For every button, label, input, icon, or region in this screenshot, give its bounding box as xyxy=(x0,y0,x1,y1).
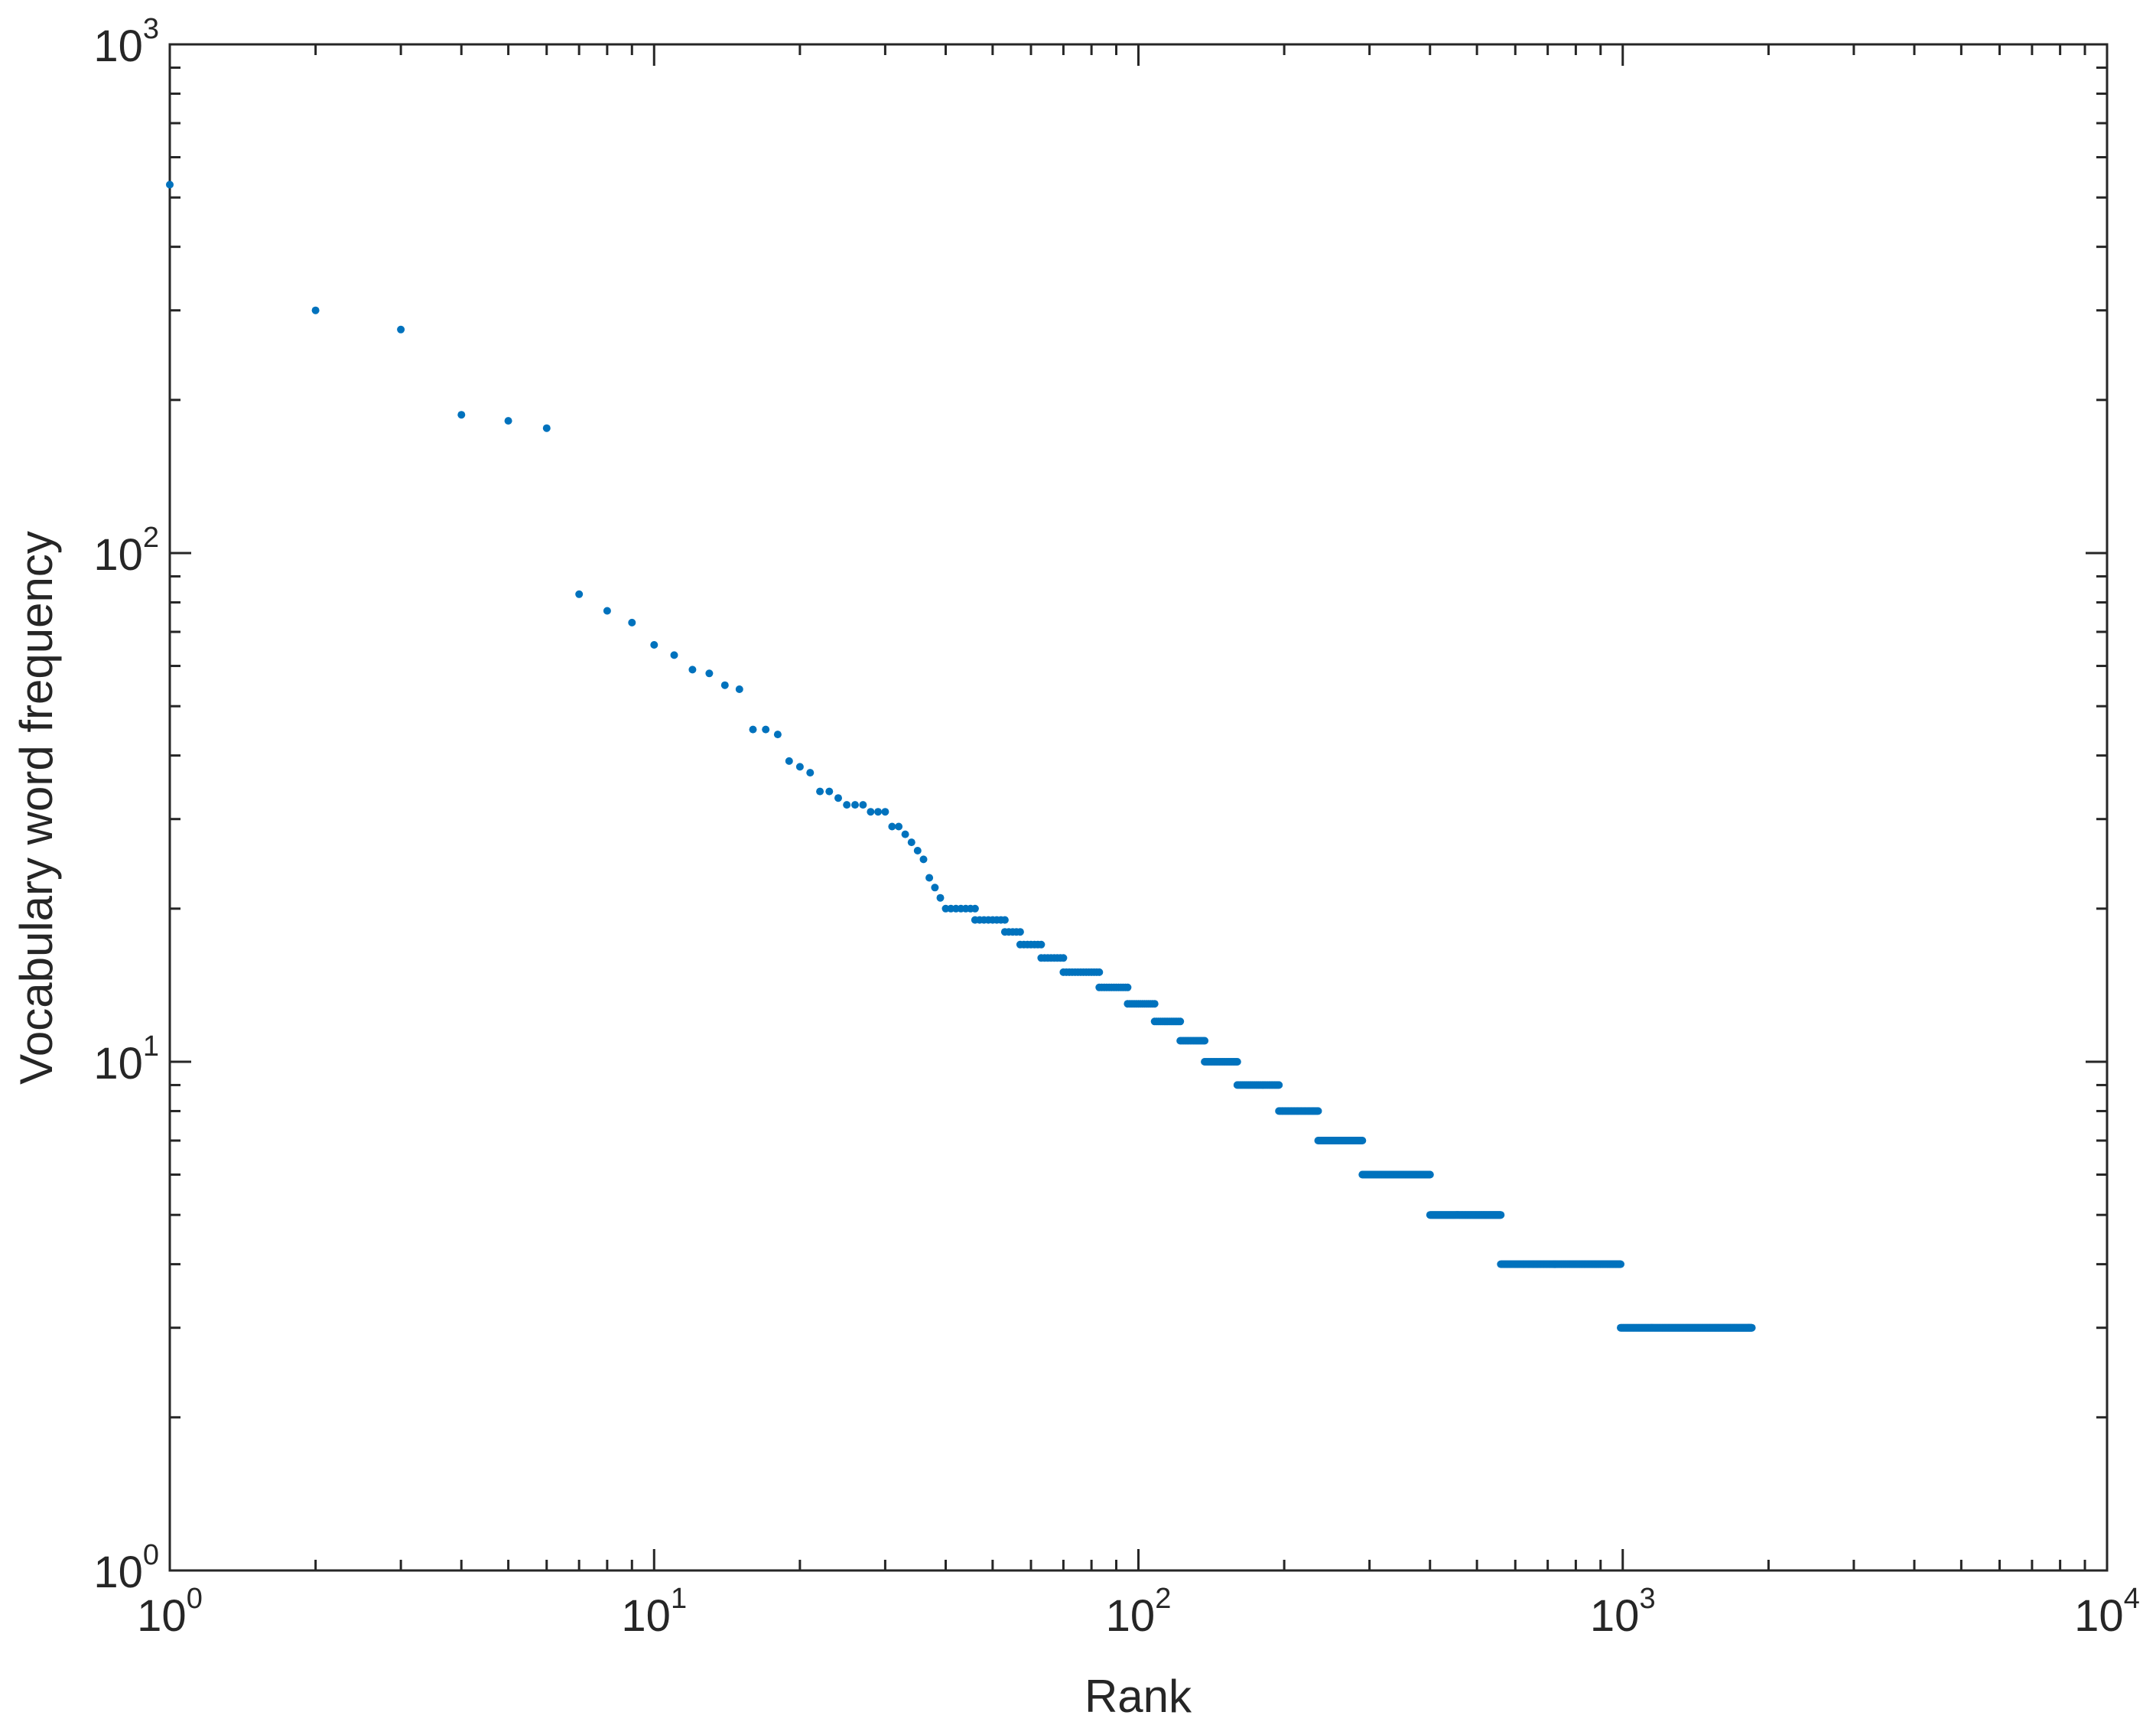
data-point xyxy=(901,830,909,838)
data-point xyxy=(1037,940,1045,949)
x-tick-label-exponent: 4 xyxy=(2124,1583,2140,1615)
data-point xyxy=(867,808,875,816)
x-tick-label-exponent: 2 xyxy=(1155,1583,1171,1615)
x-axis-label: Rank xyxy=(1085,1671,1192,1722)
data-point xyxy=(913,847,922,854)
data-point xyxy=(825,787,834,796)
data-point xyxy=(843,801,851,809)
y-tick-label-base: 10 xyxy=(93,530,143,580)
data-point xyxy=(1016,928,1024,936)
data-point xyxy=(895,822,903,831)
x-tick-label-exponent: 0 xyxy=(187,1583,203,1615)
data-point xyxy=(936,893,945,902)
x-tick-label-base: 10 xyxy=(621,1591,671,1641)
y-tick-label-exponent: 2 xyxy=(143,522,159,554)
y-tick-label: 102 xyxy=(93,522,159,580)
y-tick-label-base: 10 xyxy=(93,1039,143,1089)
data-point xyxy=(1095,968,1104,976)
data-point xyxy=(874,808,883,816)
x-tick-label-base: 10 xyxy=(137,1591,187,1641)
x-tick-label: 104 xyxy=(2074,1583,2140,1641)
data-point xyxy=(735,685,743,693)
data-point xyxy=(575,590,584,598)
x-tick-label-base: 10 xyxy=(2074,1591,2124,1641)
data-point xyxy=(795,763,804,771)
data-point xyxy=(834,794,842,802)
data-point xyxy=(1426,1170,1434,1179)
data-points xyxy=(166,181,1756,1332)
data-point xyxy=(1617,1260,1624,1268)
data-point xyxy=(1314,1107,1322,1115)
x-tick-label: 103 xyxy=(1590,1583,1656,1641)
data-point xyxy=(1358,1137,1367,1144)
y-tick-label: 103 xyxy=(93,13,159,71)
data-point xyxy=(1176,1017,1185,1026)
y-axis-label: Vocabulary word frequency xyxy=(11,531,62,1085)
data-point xyxy=(806,769,815,777)
data-point xyxy=(762,725,770,734)
y-tick-label: 100 xyxy=(93,1539,159,1597)
x-tick-label-exponent: 3 xyxy=(1639,1583,1655,1615)
data-point xyxy=(785,757,793,765)
data-point xyxy=(397,325,405,334)
plot-area-frame xyxy=(168,43,2109,1572)
data-point xyxy=(542,424,551,432)
x-tick-label-exponent: 1 xyxy=(671,1583,687,1615)
data-point xyxy=(1748,1323,1756,1332)
data-point xyxy=(888,822,896,831)
x-tick-label-base: 10 xyxy=(1106,1591,1156,1641)
data-point xyxy=(166,181,174,189)
data-point xyxy=(816,787,824,796)
y-tick-label-exponent: 0 xyxy=(143,1539,159,1571)
x-tick-labels: 100 101 102 103 104 xyxy=(137,1583,2140,1641)
x-tick-label: 100 xyxy=(137,1583,203,1641)
data-point xyxy=(311,306,320,314)
x-tick-label: 101 xyxy=(621,1583,687,1641)
data-point xyxy=(720,681,729,689)
y-tick-label-base: 10 xyxy=(93,21,143,71)
data-point xyxy=(1497,1211,1505,1219)
data-point xyxy=(670,651,678,659)
data-point xyxy=(1201,1037,1209,1045)
data-point xyxy=(705,669,714,678)
data-point xyxy=(881,808,889,816)
data-point xyxy=(749,725,757,734)
data-point xyxy=(688,666,697,674)
data-point xyxy=(931,884,939,892)
data-point xyxy=(603,607,611,615)
data-point xyxy=(504,417,512,425)
data-point xyxy=(851,801,859,809)
data-point xyxy=(919,855,928,864)
y-tick-label: 101 xyxy=(93,1030,159,1089)
data-point xyxy=(907,838,915,847)
data-point xyxy=(773,731,782,739)
data-point xyxy=(628,618,636,627)
data-point xyxy=(1059,954,1068,962)
data-point xyxy=(859,801,867,809)
data-point xyxy=(1124,983,1132,991)
data-point xyxy=(1150,1000,1159,1008)
data-point xyxy=(925,874,934,882)
y-tick-label-exponent: 3 xyxy=(143,13,159,45)
axis-ticks xyxy=(168,43,2109,1572)
data-point xyxy=(650,641,659,649)
data-point xyxy=(1275,1081,1283,1089)
x-tick-label-base: 10 xyxy=(1590,1591,1640,1641)
data-point xyxy=(1233,1058,1241,1066)
data-point xyxy=(457,411,466,419)
x-tick-label: 102 xyxy=(1106,1583,1172,1641)
data-point xyxy=(1000,916,1009,924)
y-tick-label-base: 10 xyxy=(93,1548,143,1597)
y-tick-label-exponent: 1 xyxy=(143,1030,159,1063)
data-point xyxy=(971,904,979,913)
